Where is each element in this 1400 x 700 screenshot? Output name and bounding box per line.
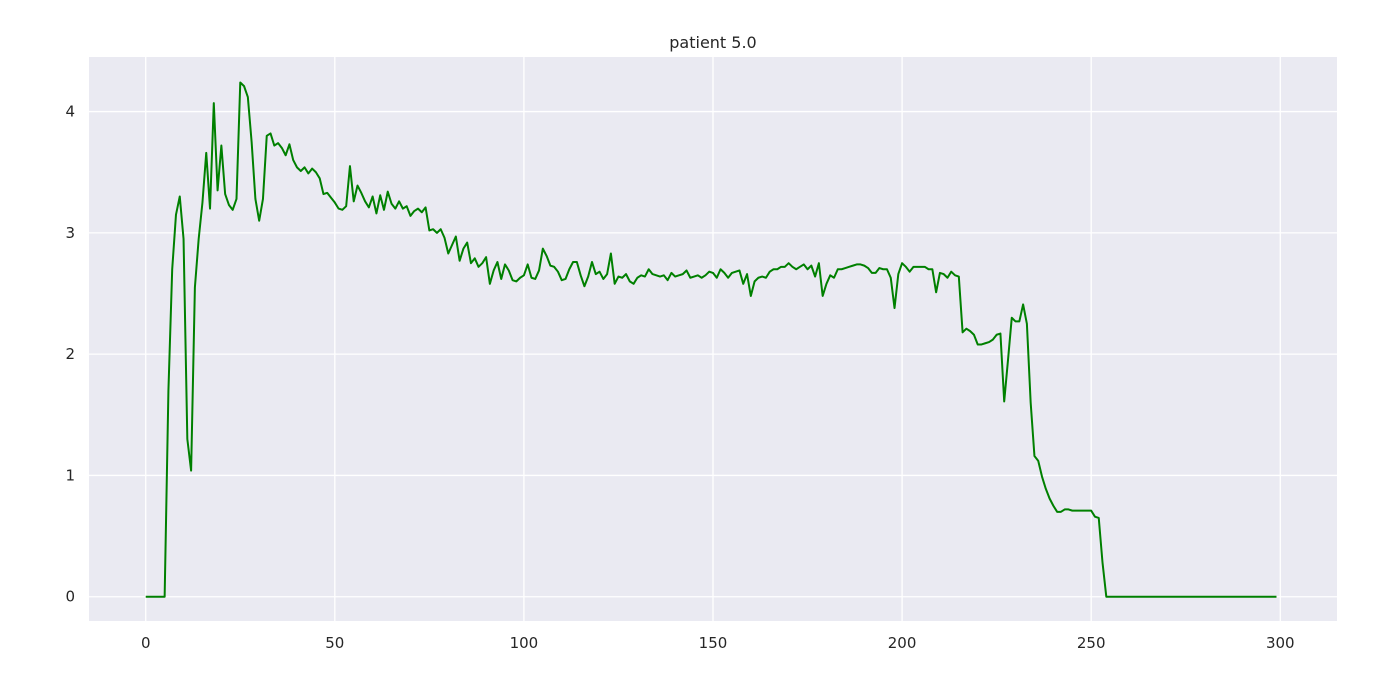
series-line [145,81,1277,598]
chart-title: patient 5.0 [669,33,756,52]
x-tick-label: 0 [141,634,151,652]
y-tick-label: 1 [65,466,75,484]
y-tick-label: 4 [65,103,75,121]
x-tick-label: 200 [888,634,917,652]
series-layer [145,81,1277,598]
x-tick-label: 150 [699,634,728,652]
y-tick-label: 0 [65,588,75,606]
tick-labels: 0 50 100 150 200 250 300 0 1 2 3 4 [65,103,1294,652]
y-tick-label: 2 [65,345,75,363]
x-tick-label: 50 [325,634,344,652]
x-tick-label: 250 [1077,634,1106,652]
x-tick-label: 300 [1266,634,1295,652]
y-tick-label: 3 [65,224,75,242]
x-tick-label: 100 [510,634,539,652]
grid-lines [89,57,1337,621]
